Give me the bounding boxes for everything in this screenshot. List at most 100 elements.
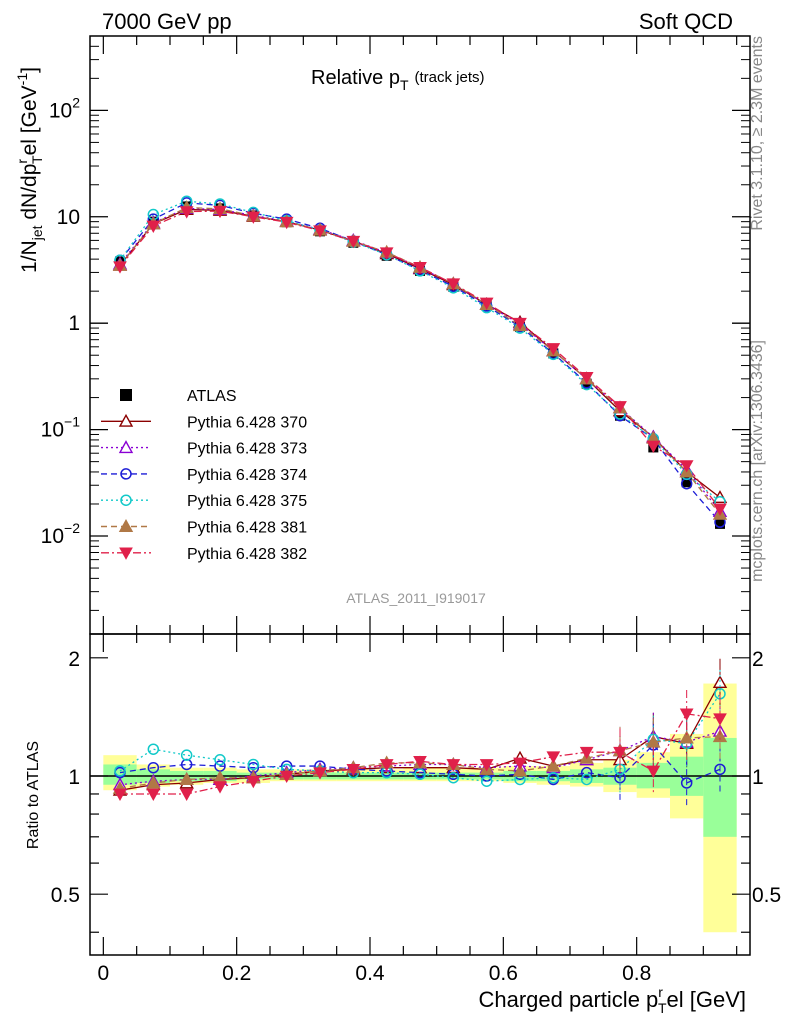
ratio-marker (613, 746, 627, 760)
y-tick-label: 102 (49, 94, 80, 122)
y-tick-exponent: −1 (64, 414, 80, 430)
x-tick-label: 0 (97, 962, 109, 985)
ratio-y-axis-label: Ratio to ATLAS (25, 741, 42, 849)
ratio-marker (147, 761, 160, 774)
ratio-y-tick-label: 2 (68, 648, 80, 671)
ylabel-part-b-sub: T (29, 155, 45, 164)
main-x-ticks (102, 36, 738, 634)
ratio-marker (546, 758, 561, 772)
x-tick-label: 0.8 (622, 962, 651, 985)
ratio-marker (179, 772, 194, 785)
series-marker (279, 216, 294, 230)
xlabel-part-b: el [GeV] (667, 987, 746, 1012)
series-marker (113, 261, 127, 274)
ratio-marker (546, 751, 561, 764)
ratio-marker (679, 708, 694, 721)
y-tick-base: 10 (57, 206, 80, 229)
legend: ATLAS Pythia 6.428 370 Pythia 6.428 373 Pyt… (101, 388, 307, 563)
ratio-y-tick-label: 1 (68, 766, 80, 789)
legend-marker (120, 468, 132, 480)
ratio-marker (179, 788, 194, 802)
header-right-label: Soft QCD (639, 9, 733, 34)
series-marker (446, 278, 461, 291)
ratio-marker (213, 781, 227, 794)
ratio-marker (447, 771, 460, 784)
green-band (103, 764, 137, 785)
legend-marker (120, 494, 132, 506)
ratio-marker (712, 675, 728, 689)
ratio-marker (680, 777, 693, 789)
x-tick-label: 0.4 (355, 962, 385, 985)
ratio-y-tick-label: 0.5 (51, 884, 80, 907)
mcplots-label: mcplots.cern.ch [arXiv:1306.3436] (749, 340, 766, 582)
y-tick-base: 10 (41, 419, 64, 442)
series-marker (713, 503, 727, 516)
y-tick-base: 10 (41, 525, 64, 548)
ratio-marker (146, 775, 161, 789)
ratio-y-ticks: 0.5 0.5 1 1 2 2 (51, 648, 781, 933)
ratio-y-tick-label-right: 0.5 (752, 884, 781, 907)
ratio-marker (713, 713, 727, 726)
data-point (681, 477, 692, 488)
legend-marker (118, 440, 134, 454)
main-plot-area (112, 195, 728, 529)
ylabel-part-c: el [GeV (18, 85, 41, 155)
ratio-panel: 0.5 0.51 12 2 0 0.2 0.4 0.6 0.8 Ratio to ATLAS … (25, 633, 781, 1016)
ratio-marker (512, 763, 528, 777)
legend-label: Pythia 6.428 374 (187, 467, 307, 484)
ylabel-part-d: ] (18, 67, 41, 73)
ratio-marker (279, 770, 294, 784)
ylabel-part-c-sup: -1 (14, 73, 30, 86)
rivet-version-label: Rivet 3.1.10, ≥ 2.3M events (749, 36, 766, 231)
plot-title-main: Relative p (311, 67, 400, 89)
main-y-axis-label: 1/Njet dN/dprTel [GeV-1] (14, 67, 45, 273)
main-panel-frame (89, 35, 751, 635)
legend-marker (120, 389, 132, 401)
ratio-marker (214, 754, 226, 766)
header-left-label: 7000 GeV pp (102, 9, 232, 34)
series-marker (479, 297, 494, 310)
series-marker (146, 220, 161, 233)
ratio-marker (580, 773, 593, 786)
series-marker (613, 401, 627, 414)
y-tick-exponent: 2 (72, 94, 80, 110)
ratio-marker (679, 730, 694, 744)
legend-label: Pythia 6.428 370 (187, 414, 307, 431)
series-marker (246, 211, 261, 224)
ratio-marker (114, 765, 126, 777)
ratio-y-tick-label-right: 1 (752, 766, 764, 789)
ratio-marker (180, 749, 193, 761)
ratio-marker (579, 746, 594, 760)
ratio-marker (379, 759, 394, 772)
ratio-plot-area (112, 658, 728, 807)
legend-label: Pythia 6.428 382 (187, 546, 307, 563)
ratio-marker (246, 775, 261, 789)
xlabel-part-a: Charged particle p (479, 987, 659, 1012)
ylabel-part-a: 1/N (18, 240, 41, 273)
series-marker (579, 372, 594, 385)
ratio-marker (413, 756, 427, 769)
y-tick-label: 10 (57, 206, 80, 229)
series-marker (679, 460, 694, 473)
ratio-uncertainty-bands (103, 683, 737, 933)
series-marker (513, 317, 527, 331)
xlabel-part-sup: r (658, 984, 663, 1000)
ratio-marker (147, 743, 160, 755)
series-line (119, 210, 721, 510)
plot-title-note: (track jets) (415, 69, 485, 86)
y-tick-label: 10−1 (41, 414, 81, 442)
legend-marker (118, 413, 134, 427)
ratio-marker (646, 765, 661, 778)
series-marker (313, 225, 327, 238)
y-tick-base: 1 (68, 312, 80, 335)
series-marker (346, 235, 361, 249)
x-tick-label: 0.6 (489, 962, 518, 985)
analysis-watermark: ATLAS_2011_I919017 (346, 590, 486, 606)
ratio-marker (479, 759, 494, 772)
ratio-marker (446, 759, 461, 772)
legend-label: ATLAS (187, 388, 237, 405)
ratio-marker (414, 768, 426, 781)
legend-marker (118, 519, 134, 532)
ratio-marker (247, 758, 260, 771)
